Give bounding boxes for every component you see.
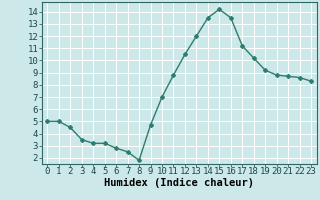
X-axis label: Humidex (Indice chaleur): Humidex (Indice chaleur) [104, 178, 254, 188]
